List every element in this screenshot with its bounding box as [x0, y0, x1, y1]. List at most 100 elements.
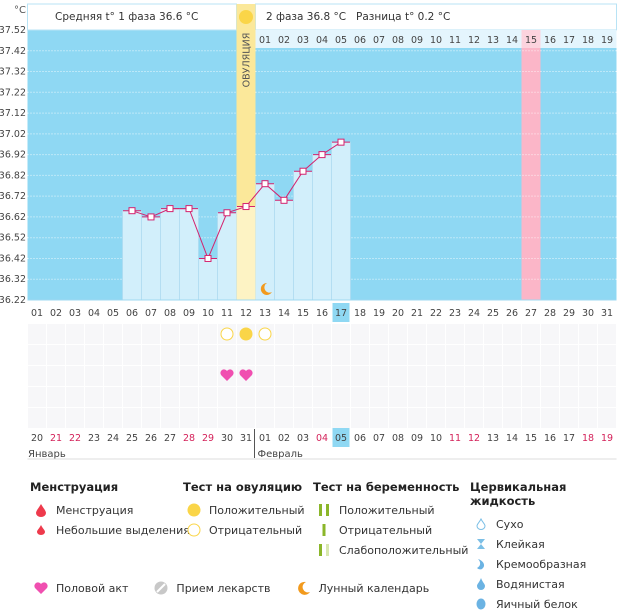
grid-cell	[484, 408, 502, 428]
temperature-point	[185, 205, 193, 213]
calendar-date: 18	[582, 433, 594, 444]
grid-cell	[541, 387, 559, 407]
grid-cell	[579, 345, 597, 365]
grid-cell	[484, 366, 502, 386]
grid-cell	[294, 387, 312, 407]
calendar-date: 13	[487, 433, 499, 444]
grid-cell	[104, 387, 122, 407]
calendar-date: 29	[202, 433, 214, 444]
heart-icon	[30, 582, 52, 594]
grid-cell	[598, 387, 616, 407]
grid-cell	[256, 366, 274, 386]
next-cycle-date: 01	[259, 35, 271, 46]
calendar-date: 08	[392, 433, 404, 444]
legend-item: Положительный	[209, 503, 305, 517]
cycle-day-label: 17	[335, 308, 347, 319]
temperature-bar	[122, 210, 142, 301]
temperature-point	[299, 167, 307, 175]
grid-cell	[370, 324, 388, 344]
grid-cell	[351, 366, 369, 386]
grid-cell	[484, 387, 502, 407]
month-label: Январь	[28, 449, 66, 460]
heart-icon	[239, 369, 253, 381]
legend-menstruation: Менструация Менструация Небольшие выделе…	[30, 480, 190, 540]
next-cycle-date: 17	[563, 35, 575, 46]
grid-cell	[332, 408, 350, 428]
grid-cell	[560, 345, 578, 365]
grid-cell	[256, 345, 274, 365]
expected-period-column	[521, 30, 541, 300]
legend-title: Цервикальная жидкость	[470, 480, 567, 508]
grid-cell	[351, 408, 369, 428]
grid-cell	[199, 387, 217, 407]
grid-cell	[85, 345, 103, 365]
legend-item: Лунный календарь	[318, 581, 430, 595]
grid-cell	[598, 366, 616, 386]
temperature-difference: Разница t° 0.2 °C	[356, 11, 450, 23]
sticky-icon	[470, 538, 492, 550]
temperature-point	[337, 138, 345, 146]
cycle-day-label: 12	[240, 308, 252, 319]
calendar-date: 15	[525, 433, 537, 444]
grid-cell	[142, 366, 160, 386]
cycle-day-label: 02	[50, 308, 62, 319]
legend-title: Тест на беременность	[313, 480, 460, 494]
next-cycle-date: 09	[411, 35, 423, 46]
calendar-date: 23	[88, 433, 100, 444]
grid-cell	[427, 408, 445, 428]
calendar-date: 12	[468, 433, 480, 444]
grid-cell	[579, 408, 597, 428]
cycle-day-label: 29	[563, 308, 575, 319]
next-cycle-date: 10	[430, 35, 442, 46]
cycle-day-label: 09	[183, 308, 195, 319]
grid-cell	[579, 387, 597, 407]
grid-cell	[370, 345, 388, 365]
calendar-date: 24	[107, 433, 119, 444]
temperature-point	[223, 209, 231, 217]
y-tick-label: 36.52	[0, 233, 26, 244]
y-tick-label: 36.22	[0, 295, 26, 306]
grid-cell	[28, 387, 46, 407]
grid-cell	[66, 324, 84, 344]
grid-cell	[522, 324, 540, 344]
calendar-date: 31	[240, 433, 252, 444]
cycle-day-label: 04	[88, 308, 100, 319]
grid-cell	[541, 345, 559, 365]
grid-cell	[522, 387, 540, 407]
next-cycle-date: 02	[278, 35, 290, 46]
grid-cell	[180, 345, 198, 365]
cycle-day-label: 07	[145, 308, 157, 319]
calendar-date: 11	[449, 433, 461, 444]
grid-cell	[237, 408, 255, 428]
legend-item: Отрицательный	[209, 523, 303, 537]
cycle-day-label: 23	[449, 308, 461, 319]
y-tick-label: 36.82	[0, 170, 26, 181]
grid-cell	[579, 324, 597, 344]
grid-cell	[522, 366, 540, 386]
legend-cervical: Цервикальная жидкость Сухо Клейкая Кремо…	[470, 480, 626, 614]
cycle-day-label: 18	[354, 308, 366, 319]
calendar-date: 16	[544, 433, 556, 444]
grid-cell	[161, 366, 179, 386]
grid-cell	[408, 324, 426, 344]
grid-cell	[389, 366, 407, 386]
grid-cell	[389, 345, 407, 365]
y-tick-label: 36.32	[0, 274, 26, 285]
calendar-date: 17	[563, 433, 575, 444]
grid-cell	[332, 387, 350, 407]
faint-line-icon	[313, 544, 335, 556]
legend-item: Водянистая	[496, 577, 565, 591]
legend-item: Половой акт	[56, 581, 129, 595]
cycle-day-label: 13	[259, 308, 271, 319]
next-cycle-date: 07	[373, 35, 385, 46]
grid-cell	[218, 408, 236, 428]
phase1-average: Средняя t° 1 фаза 36.6 °C	[55, 11, 198, 23]
one-line-icon	[313, 524, 335, 536]
current-day-highlight	[332, 303, 350, 322]
next-cycle-date: 04	[316, 35, 328, 46]
cycle-day-label: 08	[164, 308, 176, 319]
grid-cell	[465, 408, 483, 428]
grid-cell	[351, 345, 369, 365]
two-lines-icon	[313, 504, 335, 516]
y-unit: °C	[14, 5, 26, 16]
